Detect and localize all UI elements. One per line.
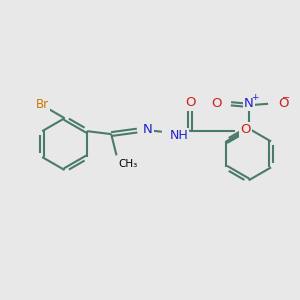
Text: O: O [278, 97, 289, 110]
Text: N: N [244, 97, 254, 110]
Text: N: N [143, 124, 152, 136]
Text: NH: NH [169, 129, 188, 142]
Text: −: − [282, 94, 290, 103]
Text: O: O [212, 97, 222, 110]
Text: CH₃: CH₃ [119, 158, 138, 169]
Text: O: O [185, 96, 195, 109]
Text: +: + [251, 93, 258, 102]
Text: Br: Br [36, 98, 50, 111]
Text: O: O [241, 124, 251, 136]
